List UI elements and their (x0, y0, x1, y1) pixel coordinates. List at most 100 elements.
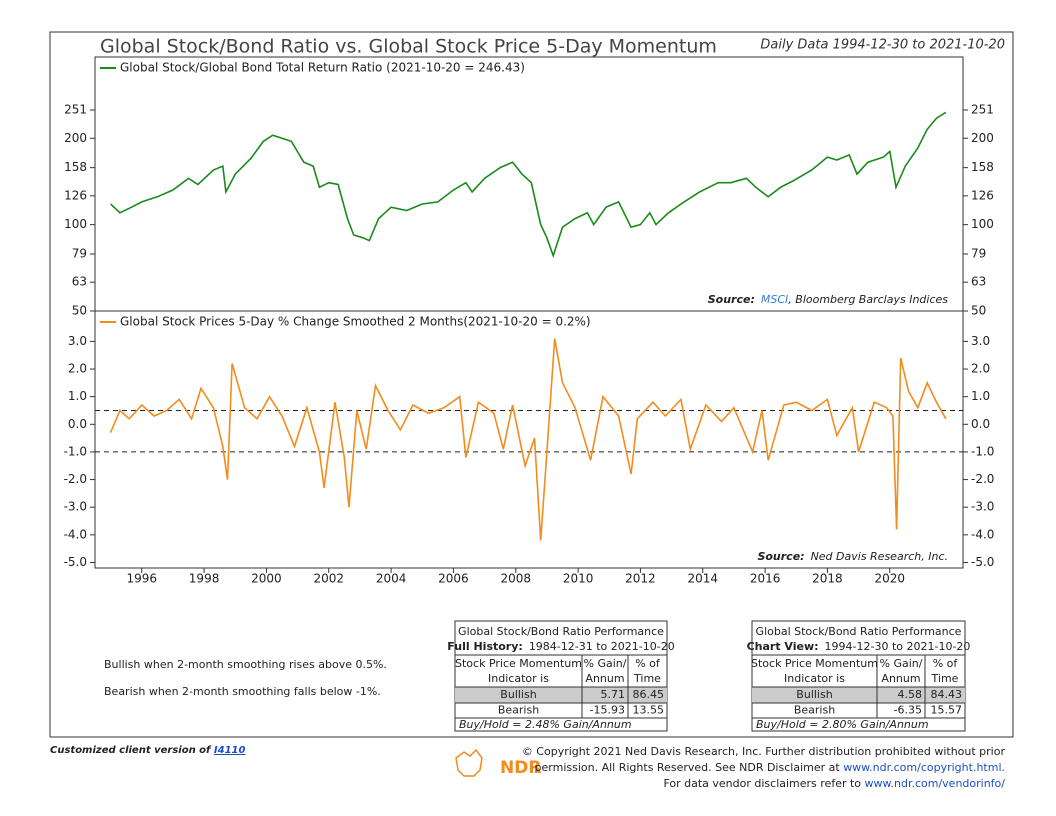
y-tick-label: 2.0 (68, 362, 87, 376)
x-tick-label: 2002 (313, 572, 344, 586)
y-tick-label: -1.0 (971, 444, 994, 458)
y-tick-label: 158 (971, 160, 994, 174)
x-tick-label: 2006 (438, 572, 469, 586)
x-tick-label: 2012 (625, 572, 656, 586)
row-label: Bullish (796, 688, 832, 701)
source-name: Ned Davis Research, Inc. (811, 550, 948, 563)
source-name: MSCI (761, 293, 788, 306)
y-tick-label: -3.0 (64, 500, 87, 514)
table-header: Time (633, 672, 661, 685)
x-tick-label: 2000 (251, 572, 282, 586)
y-tick-label: 200 (64, 131, 87, 145)
y-tick-label: 158 (64, 160, 87, 174)
data-line (109, 338, 947, 541)
logo: NDR (455, 748, 541, 778)
row-shade (752, 687, 965, 703)
cell: 13.55 (633, 704, 665, 717)
y-tick-label: 3.0 (971, 334, 990, 348)
y-tick-label: -2.0 (971, 472, 994, 486)
y-tick-label: 126 (971, 188, 994, 202)
title: Global Stock/Bond Ratio vs. Global Stock… (100, 36, 717, 58)
table-header: Stock Price Momentum (455, 657, 582, 670)
table-header: % of (933, 657, 959, 670)
y-tick-label: 63 (971, 275, 986, 289)
y-tick-label: -5.0 (64, 555, 87, 569)
frame (49, 31, 1014, 738)
source-label: Source: (757, 550, 804, 563)
x-tick-label: 2004 (376, 572, 407, 586)
period: 1994-12-30 to 2021-10-20 (825, 640, 971, 653)
y-tick-label: 3.0 (68, 334, 87, 348)
table-header: Time (931, 672, 959, 685)
row-label: Bearish (498, 704, 539, 717)
period-label: Chart View: (747, 640, 819, 653)
x-tick-label: 1996 (126, 572, 157, 586)
source: Source: MSCI, Bloomberg Barclays Indices (708, 293, 949, 306)
y-tick-label: -2.0 (64, 472, 87, 486)
y-tick-label: 251 (64, 102, 87, 116)
source: Source: Ned Davis Research, Inc. (757, 550, 948, 563)
copyright-text: For data vendor disclaimers refer to (663, 777, 864, 790)
source-label: Source: (708, 293, 755, 306)
client-text: Customized client version of (50, 745, 214, 756)
copyright-line: permission. All Rights Reserved. See NDR… (535, 761, 1005, 774)
table-header: Annum (585, 672, 624, 685)
y-tick-label: 0.0 (971, 417, 990, 431)
table-border (751, 620, 966, 732)
row-label: Bearish (794, 704, 835, 717)
cell: -15.93 (590, 704, 625, 717)
y-tick-label: -4.0 (64, 527, 87, 541)
y-tick-label: 200 (971, 131, 994, 145)
copyright-line: © Copyright 2021 Ned Davis Research, Inc… (522, 745, 1006, 758)
table: Global Stock/Bond Ratio Performance Full … (447, 620, 675, 732)
subtitle: Daily Data 1994-12-30 to 2021-10-20 (760, 38, 1005, 53)
y-tick-label: 50 (971, 304, 986, 318)
cell: 5.71 (601, 688, 626, 701)
period-label: Full History: (447, 640, 523, 653)
table-header: Indicator is (784, 672, 845, 685)
y-tick-label: -5.0 (971, 555, 994, 569)
cell: -6.35 (894, 704, 922, 717)
cell: 4.58 (898, 688, 923, 701)
y-tick-label: 2.0 (971, 362, 990, 376)
y-tick-label: 100 (971, 217, 994, 231)
row-label: Bullish (500, 688, 536, 701)
legend-label: Global Stock Prices 5-Day % Change Smoot… (120, 315, 591, 329)
y-tick-label: 126 (64, 188, 87, 202)
table-border (454, 620, 668, 732)
table-title: Global Stock/Bond Ratio Performance (756, 625, 962, 638)
client-link[interactable]: I4110 (214, 745, 246, 756)
x-tick-label: 2020 (874, 572, 905, 586)
y-tick-label: 251 (971, 102, 994, 116)
x-tick-label: 1998 (189, 572, 220, 586)
table-period: Full History: 1984-12-31 to 2021-10-20 (447, 640, 674, 653)
link[interactable]: www.ndr.com/copyright.html. (843, 761, 1005, 774)
y-tick-label: 0.0 (68, 417, 87, 431)
legend-label: Global Stock/Global Bond Total Return Ra… (120, 61, 525, 75)
y-tick-label: 50 (72, 304, 87, 318)
y-tick-label: -4.0 (971, 527, 994, 541)
table-header: % Gain/ (584, 657, 627, 670)
cell: 84.43 (931, 688, 963, 701)
table-header: Annum (881, 672, 920, 685)
note: Bearish when 2-month smoothing falls bel… (104, 685, 381, 698)
table-title: Global Stock/Bond Ratio Performance (458, 625, 664, 638)
table: Global Stock/Bond Ratio Performance Chart… (747, 620, 971, 732)
table-footer: Buy/Hold = 2.80% Gain/Annum (756, 718, 929, 731)
note: Bullish when 2-month smoothing rises abo… (104, 658, 387, 671)
period: 1984-12-31 to 2021-10-20 (529, 640, 675, 653)
logo-text: NDR (500, 758, 541, 778)
cell: 86.45 (633, 688, 665, 701)
x-tick-label: 2014 (687, 572, 718, 586)
data-line (110, 111, 947, 259)
copyright-text: © Copyright 2021 Ned Davis Research, Inc… (522, 745, 1006, 758)
table-header: % of (635, 657, 661, 670)
table-header: Indicator is (488, 672, 549, 685)
link[interactable]: www.ndr.com/vendorinfo/ (865, 777, 1006, 790)
y-tick-label: 1.0 (971, 389, 990, 403)
y-tick-label: -3.0 (971, 500, 994, 514)
cell: 15.57 (931, 704, 963, 717)
row-shade (455, 687, 667, 703)
y-tick-label: 79 (971, 247, 986, 261)
